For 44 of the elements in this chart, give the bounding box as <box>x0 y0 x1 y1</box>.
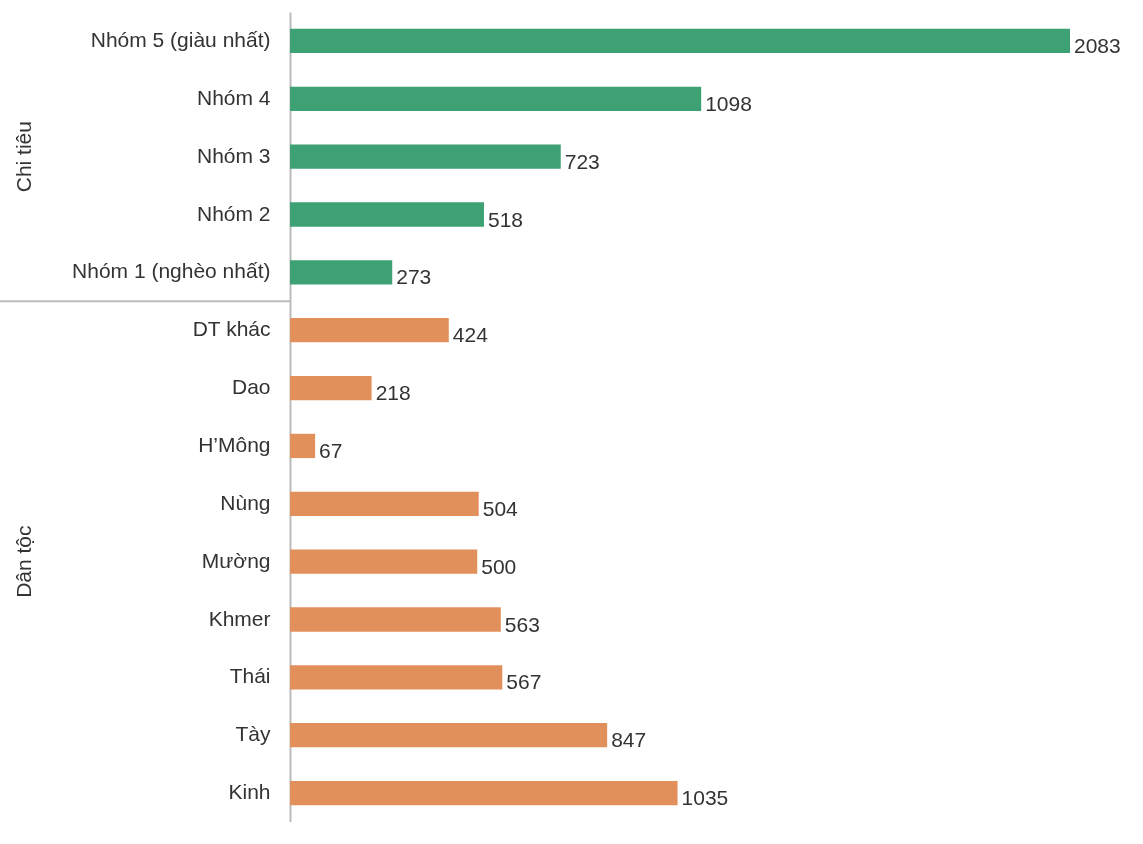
data-label: 567 <box>506 670 542 694</box>
y-tick-label: Nhóm 3 <box>196 143 271 167</box>
text: Dân tộc <box>12 525 35 598</box>
data-label: 273 <box>396 265 432 289</box>
bar <box>290 375 372 401</box>
bar <box>290 86 702 111</box>
data-label: 218 <box>375 381 411 405</box>
y-tick-label: DT khác <box>192 317 271 341</box>
data-label: 2083 <box>1074 33 1121 57</box>
data-label: 563 <box>504 612 540 636</box>
data-label: 1035 <box>681 786 729 810</box>
bar <box>290 202 484 227</box>
bar <box>290 607 501 632</box>
bar <box>290 144 561 169</box>
text: Chi tiêu <box>12 121 35 193</box>
bar <box>290 28 1070 54</box>
y-tick-label: Nùng <box>220 490 271 514</box>
bar <box>290 723 608 748</box>
data-label: 424 <box>452 323 489 347</box>
bar <box>290 260 393 285</box>
data-label: 504 <box>482 496 519 520</box>
y-tick-label: Mường <box>201 548 271 572</box>
data-label: 500 <box>481 554 517 578</box>
data-label: 518 <box>487 207 524 231</box>
y-tick-label: Thái <box>229 664 271 688</box>
data-label: 67 <box>319 438 343 462</box>
bar <box>290 780 678 806</box>
y-tick-label: Khmer <box>208 606 271 630</box>
y-tick-label: Nhóm 4 <box>196 85 271 109</box>
y-tick-label: H’Mông <box>198 432 271 456</box>
data-label: 723 <box>564 149 600 173</box>
bar <box>290 433 316 459</box>
bar <box>290 665 503 690</box>
y-tick-label: Nhóm 5 (giàu nhất) <box>90 27 271 51</box>
y-tick-label: Nhóm 2 <box>196 201 271 225</box>
bar <box>290 549 478 574</box>
data-label: 1098 <box>705 91 752 115</box>
y-tick-label: Kinh <box>228 780 271 804</box>
bar <box>290 491 479 516</box>
y-tick-label: Tày <box>235 722 271 746</box>
data-label: 847 <box>611 728 647 752</box>
bar <box>290 318 449 343</box>
y-tick-label: Nhóm 1 (nghèo nhất) <box>72 259 271 283</box>
y-tick-label: Dao <box>231 375 271 399</box>
